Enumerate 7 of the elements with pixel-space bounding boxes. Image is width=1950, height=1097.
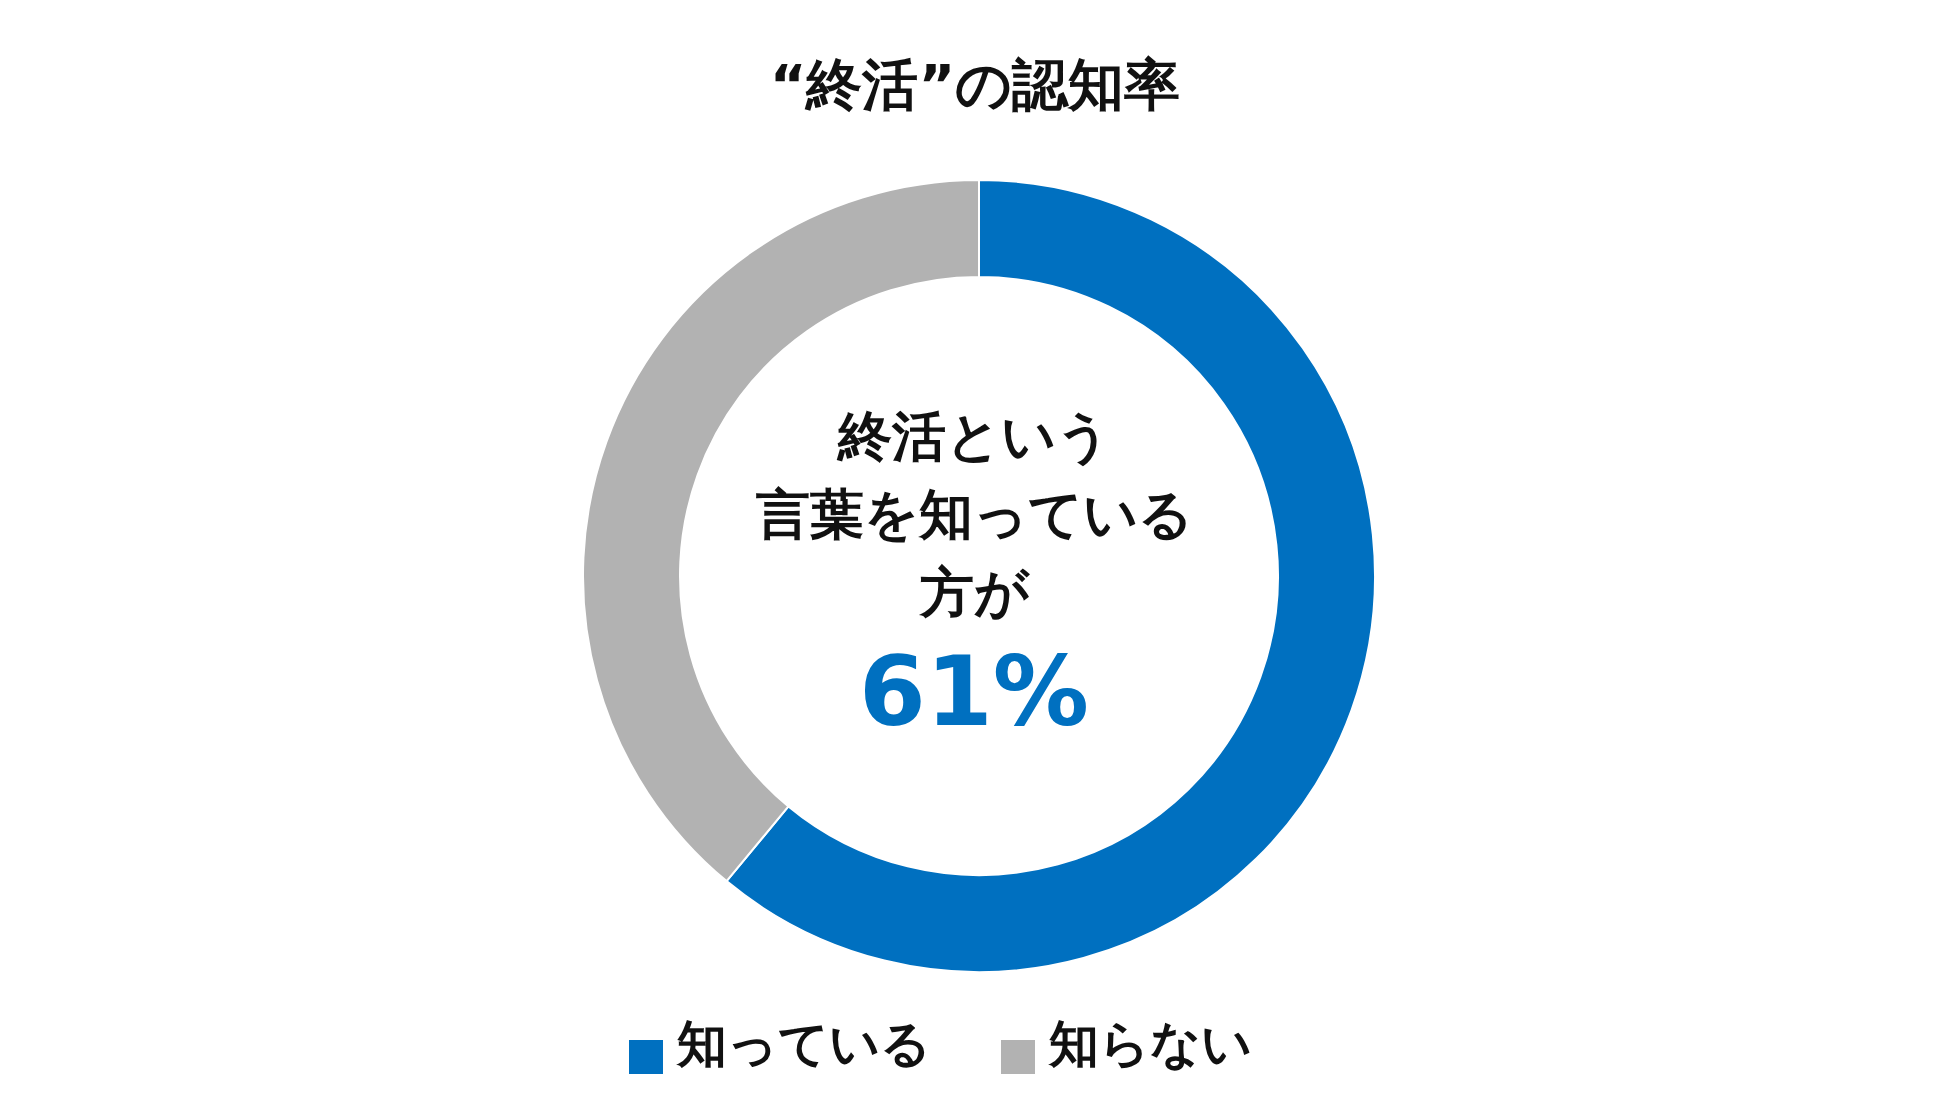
text: 言葉を知っている xyxy=(754,482,1194,548)
legend-label: 知らない xyxy=(1048,1015,1252,1073)
chart-title: “終活”の認知率 xyxy=(768,51,1182,119)
text: 方が xyxy=(918,560,1031,626)
text: 終活という xyxy=(836,404,1112,470)
legend-label: 知っている xyxy=(676,1015,931,1073)
text: 61% xyxy=(858,635,1090,750)
